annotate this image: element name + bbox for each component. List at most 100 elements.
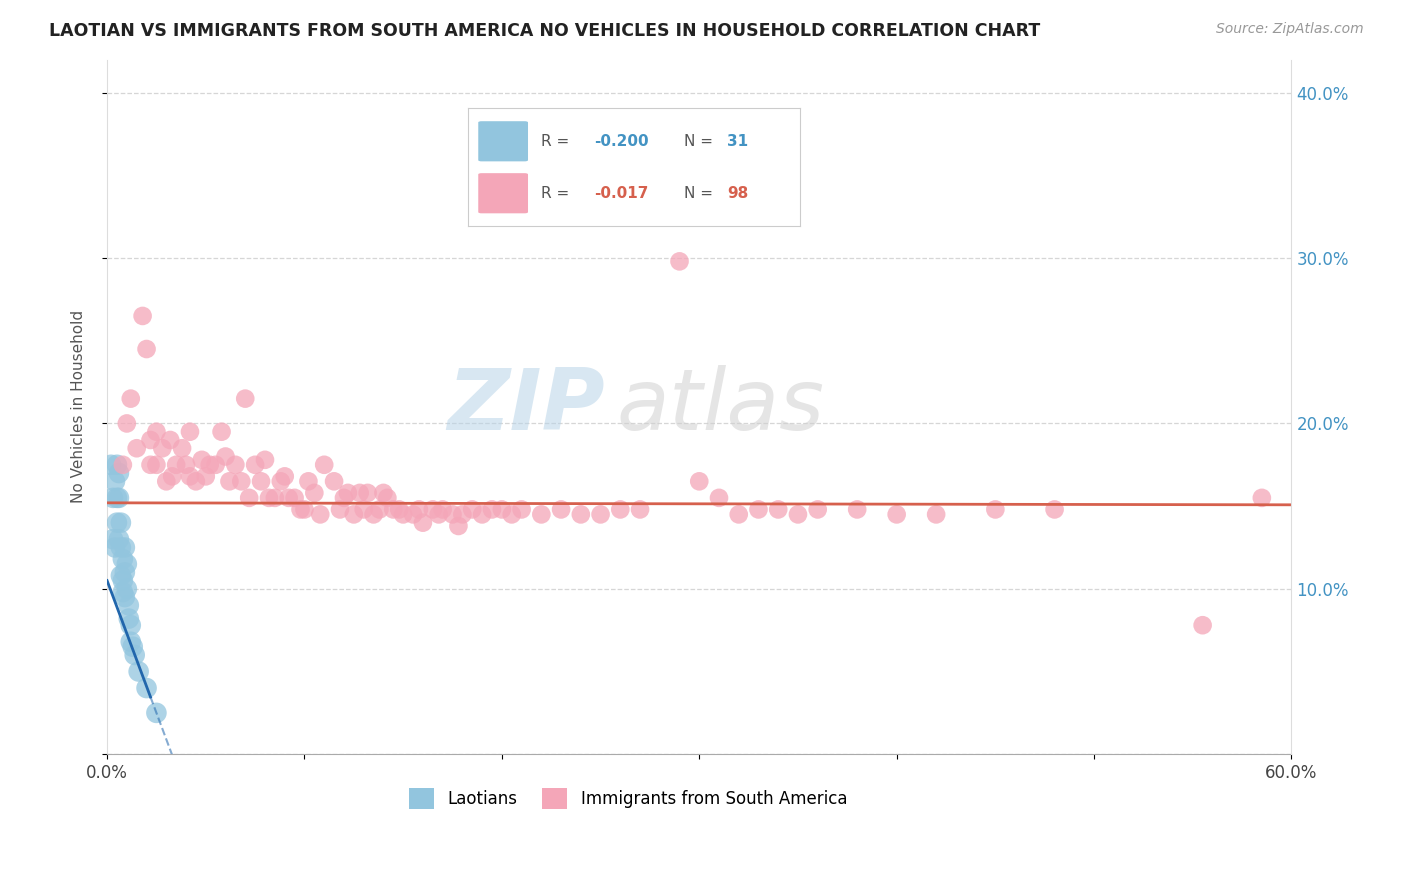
Point (179, 469, 201, 483)
Point (461, 502, 484, 516)
Point (408, 502, 430, 516)
Point (110, 568, 132, 582)
Point (110, 516, 132, 530)
Point (111, 552, 134, 566)
Point (402, 508, 425, 522)
Point (120, 634, 142, 648)
Point (204, 458, 226, 472)
Point (1043, 502, 1066, 516)
Point (250, 475, 273, 489)
Y-axis label: No Vehicles in Household: No Vehicles in Household (72, 310, 86, 503)
Point (128, 665, 150, 679)
Point (491, 502, 513, 516)
Text: ZIP: ZIP (447, 366, 605, 449)
Point (238, 491, 260, 505)
Point (569, 508, 592, 522)
Point (1191, 618, 1213, 632)
Point (214, 450, 236, 464)
Point (191, 453, 214, 467)
Point (125, 442, 148, 456)
Text: LAOTIAN VS IMMIGRANTS FROM SOUTH AMERICA NO VEHICLES IN HOUSEHOLD CORRELATION CH: LAOTIAN VS IMMIGRANTS FROM SOUTH AMERICA… (49, 22, 1040, 40)
Point (105, 516, 128, 530)
Point (886, 508, 908, 522)
Point (114, 590, 136, 604)
Point (382, 502, 405, 516)
Point (707, 491, 730, 505)
Point (121, 640, 143, 654)
Point (194, 469, 217, 483)
Point (101, 532, 124, 546)
Point (111, 585, 134, 599)
Point (284, 491, 307, 505)
Point (648, 177, 671, 191)
Point (550, 502, 572, 516)
Point (274, 469, 297, 483)
Point (184, 475, 207, 489)
Point (108, 466, 131, 480)
Point (114, 566, 136, 580)
Point (135, 681, 157, 695)
Point (179, 425, 201, 439)
Point (747, 502, 769, 516)
Point (363, 508, 385, 522)
Point (925, 508, 948, 522)
Point (432, 502, 454, 516)
Point (451, 508, 474, 522)
Point (150, 442, 173, 456)
Point (104, 475, 127, 489)
Point (481, 502, 503, 516)
Point (233, 392, 256, 406)
Point (100, 458, 122, 472)
Point (211, 425, 233, 439)
Point (471, 508, 494, 522)
Point (257, 491, 280, 505)
Point (108, 532, 131, 546)
Point (787, 508, 810, 522)
Point (131, 309, 153, 323)
Point (277, 491, 299, 505)
Point (105, 491, 128, 505)
Point (297, 475, 319, 489)
Point (165, 458, 187, 472)
Point (104, 541, 127, 555)
Point (108, 491, 131, 505)
Point (314, 458, 336, 472)
Point (124, 648, 146, 662)
Point (768, 502, 790, 516)
Legend: Laotians, Immigrants from South America: Laotians, Immigrants from South America (402, 781, 853, 815)
Point (807, 502, 830, 516)
Point (224, 458, 246, 472)
Point (243, 458, 266, 472)
Point (333, 491, 356, 505)
Point (1250, 491, 1272, 505)
Point (323, 475, 346, 489)
Point (115, 417, 138, 431)
Point (263, 491, 285, 505)
Point (447, 519, 470, 533)
Point (198, 458, 221, 472)
Point (501, 508, 523, 522)
Text: Source: ZipAtlas.com: Source: ZipAtlas.com (1216, 22, 1364, 37)
Point (846, 502, 869, 516)
Point (336, 486, 359, 500)
Point (377, 491, 399, 505)
Point (329, 502, 352, 516)
Point (145, 425, 167, 439)
Point (114, 541, 136, 555)
Point (412, 516, 434, 530)
Point (120, 392, 142, 406)
Point (145, 458, 167, 472)
Point (294, 502, 316, 516)
Point (422, 502, 444, 516)
Point (101, 491, 124, 505)
Point (231, 475, 253, 489)
Point (309, 508, 332, 522)
Point (356, 486, 378, 500)
Point (118, 599, 141, 613)
Point (270, 475, 292, 489)
Point (373, 486, 395, 500)
Point (609, 502, 631, 516)
Point (135, 342, 157, 356)
Point (368, 502, 391, 516)
Point (218, 475, 240, 489)
